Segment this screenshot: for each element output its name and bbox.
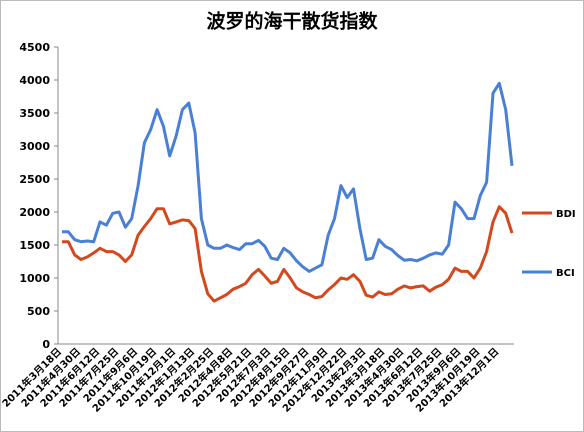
y-tick-label: 3000 bbox=[19, 140, 50, 153]
y-tick-label: 2500 bbox=[19, 173, 50, 186]
series-line bbox=[62, 81, 514, 273]
series-line bbox=[62, 205, 514, 303]
y-tick-label: 2000 bbox=[19, 206, 50, 219]
y-tick-label: 4500 bbox=[19, 41, 50, 54]
chart-title: 波罗的海干散货指数 bbox=[206, 10, 378, 33]
y-tick-label: 500 bbox=[27, 305, 50, 318]
y-tick-label: 3500 bbox=[19, 107, 50, 120]
y-tick-label: 4000 bbox=[19, 74, 50, 87]
legend-label: BDI bbox=[556, 209, 576, 220]
y-tick-label: 1000 bbox=[19, 272, 50, 285]
legend-label: BCI bbox=[556, 268, 575, 279]
y-tick-label: 1500 bbox=[19, 239, 50, 252]
y-tick-label: 0 bbox=[42, 338, 50, 351]
